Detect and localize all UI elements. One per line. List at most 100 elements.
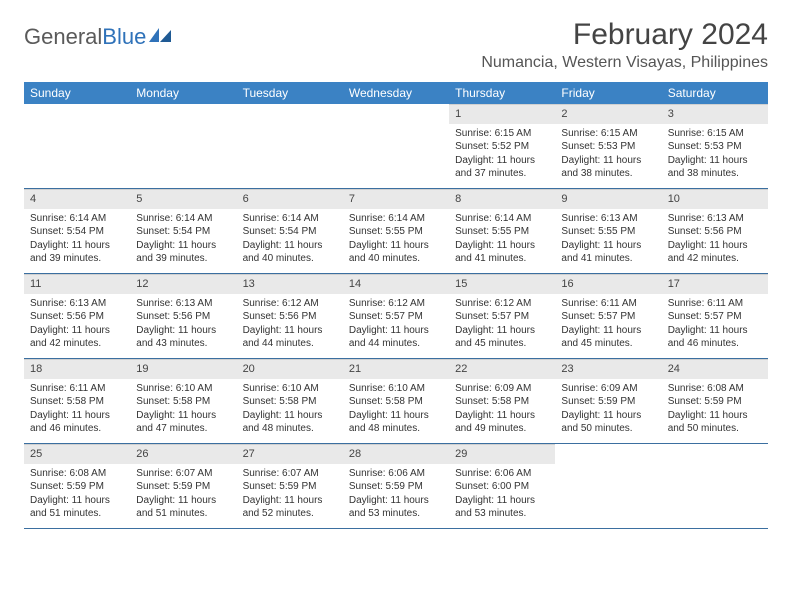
day-number: 22	[449, 359, 555, 379]
day-number: 23	[555, 359, 661, 379]
sunrise-text: Sunrise: 6:07 AM	[243, 467, 337, 481]
day-number: 2	[555, 104, 661, 124]
day-number: 15	[449, 274, 555, 294]
sunrise-text: Sunrise: 6:14 AM	[30, 212, 124, 226]
day-number: 28	[343, 444, 449, 464]
week-row: 1Sunrise: 6:15 AMSunset: 5:52 PMDaylight…	[24, 104, 768, 189]
day-cell	[555, 444, 661, 528]
month-title: February 2024	[481, 18, 768, 52]
day-body: Sunrise: 6:08 AMSunset: 5:59 PMDaylight:…	[662, 379, 768, 442]
sunset-text: Sunset: 5:55 PM	[349, 225, 443, 239]
daylight-text: Daylight: 11 hours and 43 minutes.	[136, 324, 230, 351]
daylight-text: Daylight: 11 hours and 38 minutes.	[561, 154, 655, 181]
day-cell: 4Sunrise: 6:14 AMSunset: 5:54 PMDaylight…	[24, 189, 130, 273]
sunrise-text: Sunrise: 6:15 AM	[455, 127, 549, 141]
day-body: Sunrise: 6:15 AMSunset: 5:52 PMDaylight:…	[449, 124, 555, 187]
sunrise-text: Sunrise: 6:09 AM	[455, 382, 549, 396]
sunset-text: Sunset: 5:58 PM	[455, 395, 549, 409]
sunrise-text: Sunrise: 6:10 AM	[243, 382, 337, 396]
weeks-container: 1Sunrise: 6:15 AMSunset: 5:52 PMDaylight…	[24, 104, 768, 529]
day-cell: 9Sunrise: 6:13 AMSunset: 5:55 PMDaylight…	[555, 189, 661, 273]
sunset-text: Sunset: 5:53 PM	[668, 140, 762, 154]
sunset-text: Sunset: 5:55 PM	[455, 225, 549, 239]
sunrise-text: Sunrise: 6:06 AM	[349, 467, 443, 481]
day-of-week-header: SundayMondayTuesdayWednesdayThursdayFrid…	[24, 82, 768, 104]
dow-cell: Saturday	[662, 82, 768, 104]
day-cell: 5Sunrise: 6:14 AMSunset: 5:54 PMDaylight…	[130, 189, 236, 273]
day-cell: 13Sunrise: 6:12 AMSunset: 5:56 PMDayligh…	[237, 274, 343, 358]
day-body: Sunrise: 6:13 AMSunset: 5:55 PMDaylight:…	[555, 209, 661, 272]
day-number: 9	[555, 189, 661, 209]
sunrise-text: Sunrise: 6:11 AM	[30, 382, 124, 396]
sunset-text: Sunset: 5:57 PM	[561, 310, 655, 324]
day-cell: 20Sunrise: 6:10 AMSunset: 5:58 PMDayligh…	[237, 359, 343, 443]
day-cell	[662, 444, 768, 528]
day-number: 11	[24, 274, 130, 294]
day-number: 1	[449, 104, 555, 124]
day-number: 27	[237, 444, 343, 464]
day-body: Sunrise: 6:15 AMSunset: 5:53 PMDaylight:…	[555, 124, 661, 187]
daylight-text: Daylight: 11 hours and 46 minutes.	[668, 324, 762, 351]
logo: GeneralBlue	[24, 24, 173, 50]
sunset-text: Sunset: 5:53 PM	[561, 140, 655, 154]
sunrise-text: Sunrise: 6:09 AM	[561, 382, 655, 396]
day-number: 18	[24, 359, 130, 379]
day-body: Sunrise: 6:10 AMSunset: 5:58 PMDaylight:…	[130, 379, 236, 442]
sunset-text: Sunset: 5:59 PM	[243, 480, 337, 494]
day-number: 20	[237, 359, 343, 379]
day-body: Sunrise: 6:14 AMSunset: 5:54 PMDaylight:…	[24, 209, 130, 272]
dow-cell: Sunday	[24, 82, 130, 104]
day-body: Sunrise: 6:10 AMSunset: 5:58 PMDaylight:…	[237, 379, 343, 442]
sunset-text: Sunset: 5:59 PM	[668, 395, 762, 409]
sunset-text: Sunset: 5:56 PM	[668, 225, 762, 239]
day-cell: 22Sunrise: 6:09 AMSunset: 5:58 PMDayligh…	[449, 359, 555, 443]
day-cell: 10Sunrise: 6:13 AMSunset: 5:56 PMDayligh…	[662, 189, 768, 273]
sunrise-text: Sunrise: 6:14 AM	[136, 212, 230, 226]
sunrise-text: Sunrise: 6:10 AM	[136, 382, 230, 396]
day-body: Sunrise: 6:07 AMSunset: 5:59 PMDaylight:…	[130, 464, 236, 527]
day-cell: 1Sunrise: 6:15 AMSunset: 5:52 PMDaylight…	[449, 104, 555, 188]
location-subtitle: Numancia, Western Visayas, Philippines	[481, 54, 768, 72]
header: GeneralBlue February 2024 Numancia, West…	[24, 18, 768, 72]
dow-cell: Wednesday	[343, 82, 449, 104]
day-number: 5	[130, 189, 236, 209]
daylight-text: Daylight: 11 hours and 51 minutes.	[30, 494, 124, 521]
daylight-text: Daylight: 11 hours and 44 minutes.	[243, 324, 337, 351]
day-body: Sunrise: 6:13 AMSunset: 5:56 PMDaylight:…	[662, 209, 768, 272]
day-body: Sunrise: 6:14 AMSunset: 5:54 PMDaylight:…	[130, 209, 236, 272]
day-body: Sunrise: 6:12 AMSunset: 5:56 PMDaylight:…	[237, 294, 343, 357]
day-number: 6	[237, 189, 343, 209]
sunrise-text: Sunrise: 6:14 AM	[455, 212, 549, 226]
day-body: Sunrise: 6:14 AMSunset: 5:54 PMDaylight:…	[237, 209, 343, 272]
week-row: 11Sunrise: 6:13 AMSunset: 5:56 PMDayligh…	[24, 274, 768, 359]
sunrise-text: Sunrise: 6:12 AM	[243, 297, 337, 311]
day-number: 4	[24, 189, 130, 209]
daylight-text: Daylight: 11 hours and 38 minutes.	[668, 154, 762, 181]
calendar: SundayMondayTuesdayWednesdayThursdayFrid…	[24, 82, 768, 529]
week-row: 4Sunrise: 6:14 AMSunset: 5:54 PMDaylight…	[24, 189, 768, 274]
day-cell: 26Sunrise: 6:07 AMSunset: 5:59 PMDayligh…	[130, 444, 236, 528]
sunset-text: Sunset: 5:58 PM	[349, 395, 443, 409]
day-body: Sunrise: 6:14 AMSunset: 5:55 PMDaylight:…	[343, 209, 449, 272]
day-cell: 23Sunrise: 6:09 AMSunset: 5:59 PMDayligh…	[555, 359, 661, 443]
day-cell: 24Sunrise: 6:08 AMSunset: 5:59 PMDayligh…	[662, 359, 768, 443]
sunset-text: Sunset: 5:56 PM	[243, 310, 337, 324]
sunset-text: Sunset: 5:54 PM	[30, 225, 124, 239]
logo-text-2: Blue	[102, 24, 146, 50]
day-cell: 19Sunrise: 6:10 AMSunset: 5:58 PMDayligh…	[130, 359, 236, 443]
dow-cell: Friday	[555, 82, 661, 104]
daylight-text: Daylight: 11 hours and 51 minutes.	[136, 494, 230, 521]
sunrise-text: Sunrise: 6:11 AM	[668, 297, 762, 311]
day-body: Sunrise: 6:13 AMSunset: 5:56 PMDaylight:…	[130, 294, 236, 357]
daylight-text: Daylight: 11 hours and 53 minutes.	[349, 494, 443, 521]
day-cell: 28Sunrise: 6:06 AMSunset: 5:59 PMDayligh…	[343, 444, 449, 528]
day-cell: 12Sunrise: 6:13 AMSunset: 5:56 PMDayligh…	[130, 274, 236, 358]
daylight-text: Daylight: 11 hours and 48 minutes.	[349, 409, 443, 436]
sunset-text: Sunset: 5:58 PM	[30, 395, 124, 409]
sunset-text: Sunset: 5:59 PM	[561, 395, 655, 409]
sunrise-text: Sunrise: 6:13 AM	[136, 297, 230, 311]
day-body: Sunrise: 6:09 AMSunset: 5:59 PMDaylight:…	[555, 379, 661, 442]
day-body: Sunrise: 6:06 AMSunset: 6:00 PMDaylight:…	[449, 464, 555, 527]
day-cell: 14Sunrise: 6:12 AMSunset: 5:57 PMDayligh…	[343, 274, 449, 358]
week-row: 25Sunrise: 6:08 AMSunset: 5:59 PMDayligh…	[24, 444, 768, 529]
